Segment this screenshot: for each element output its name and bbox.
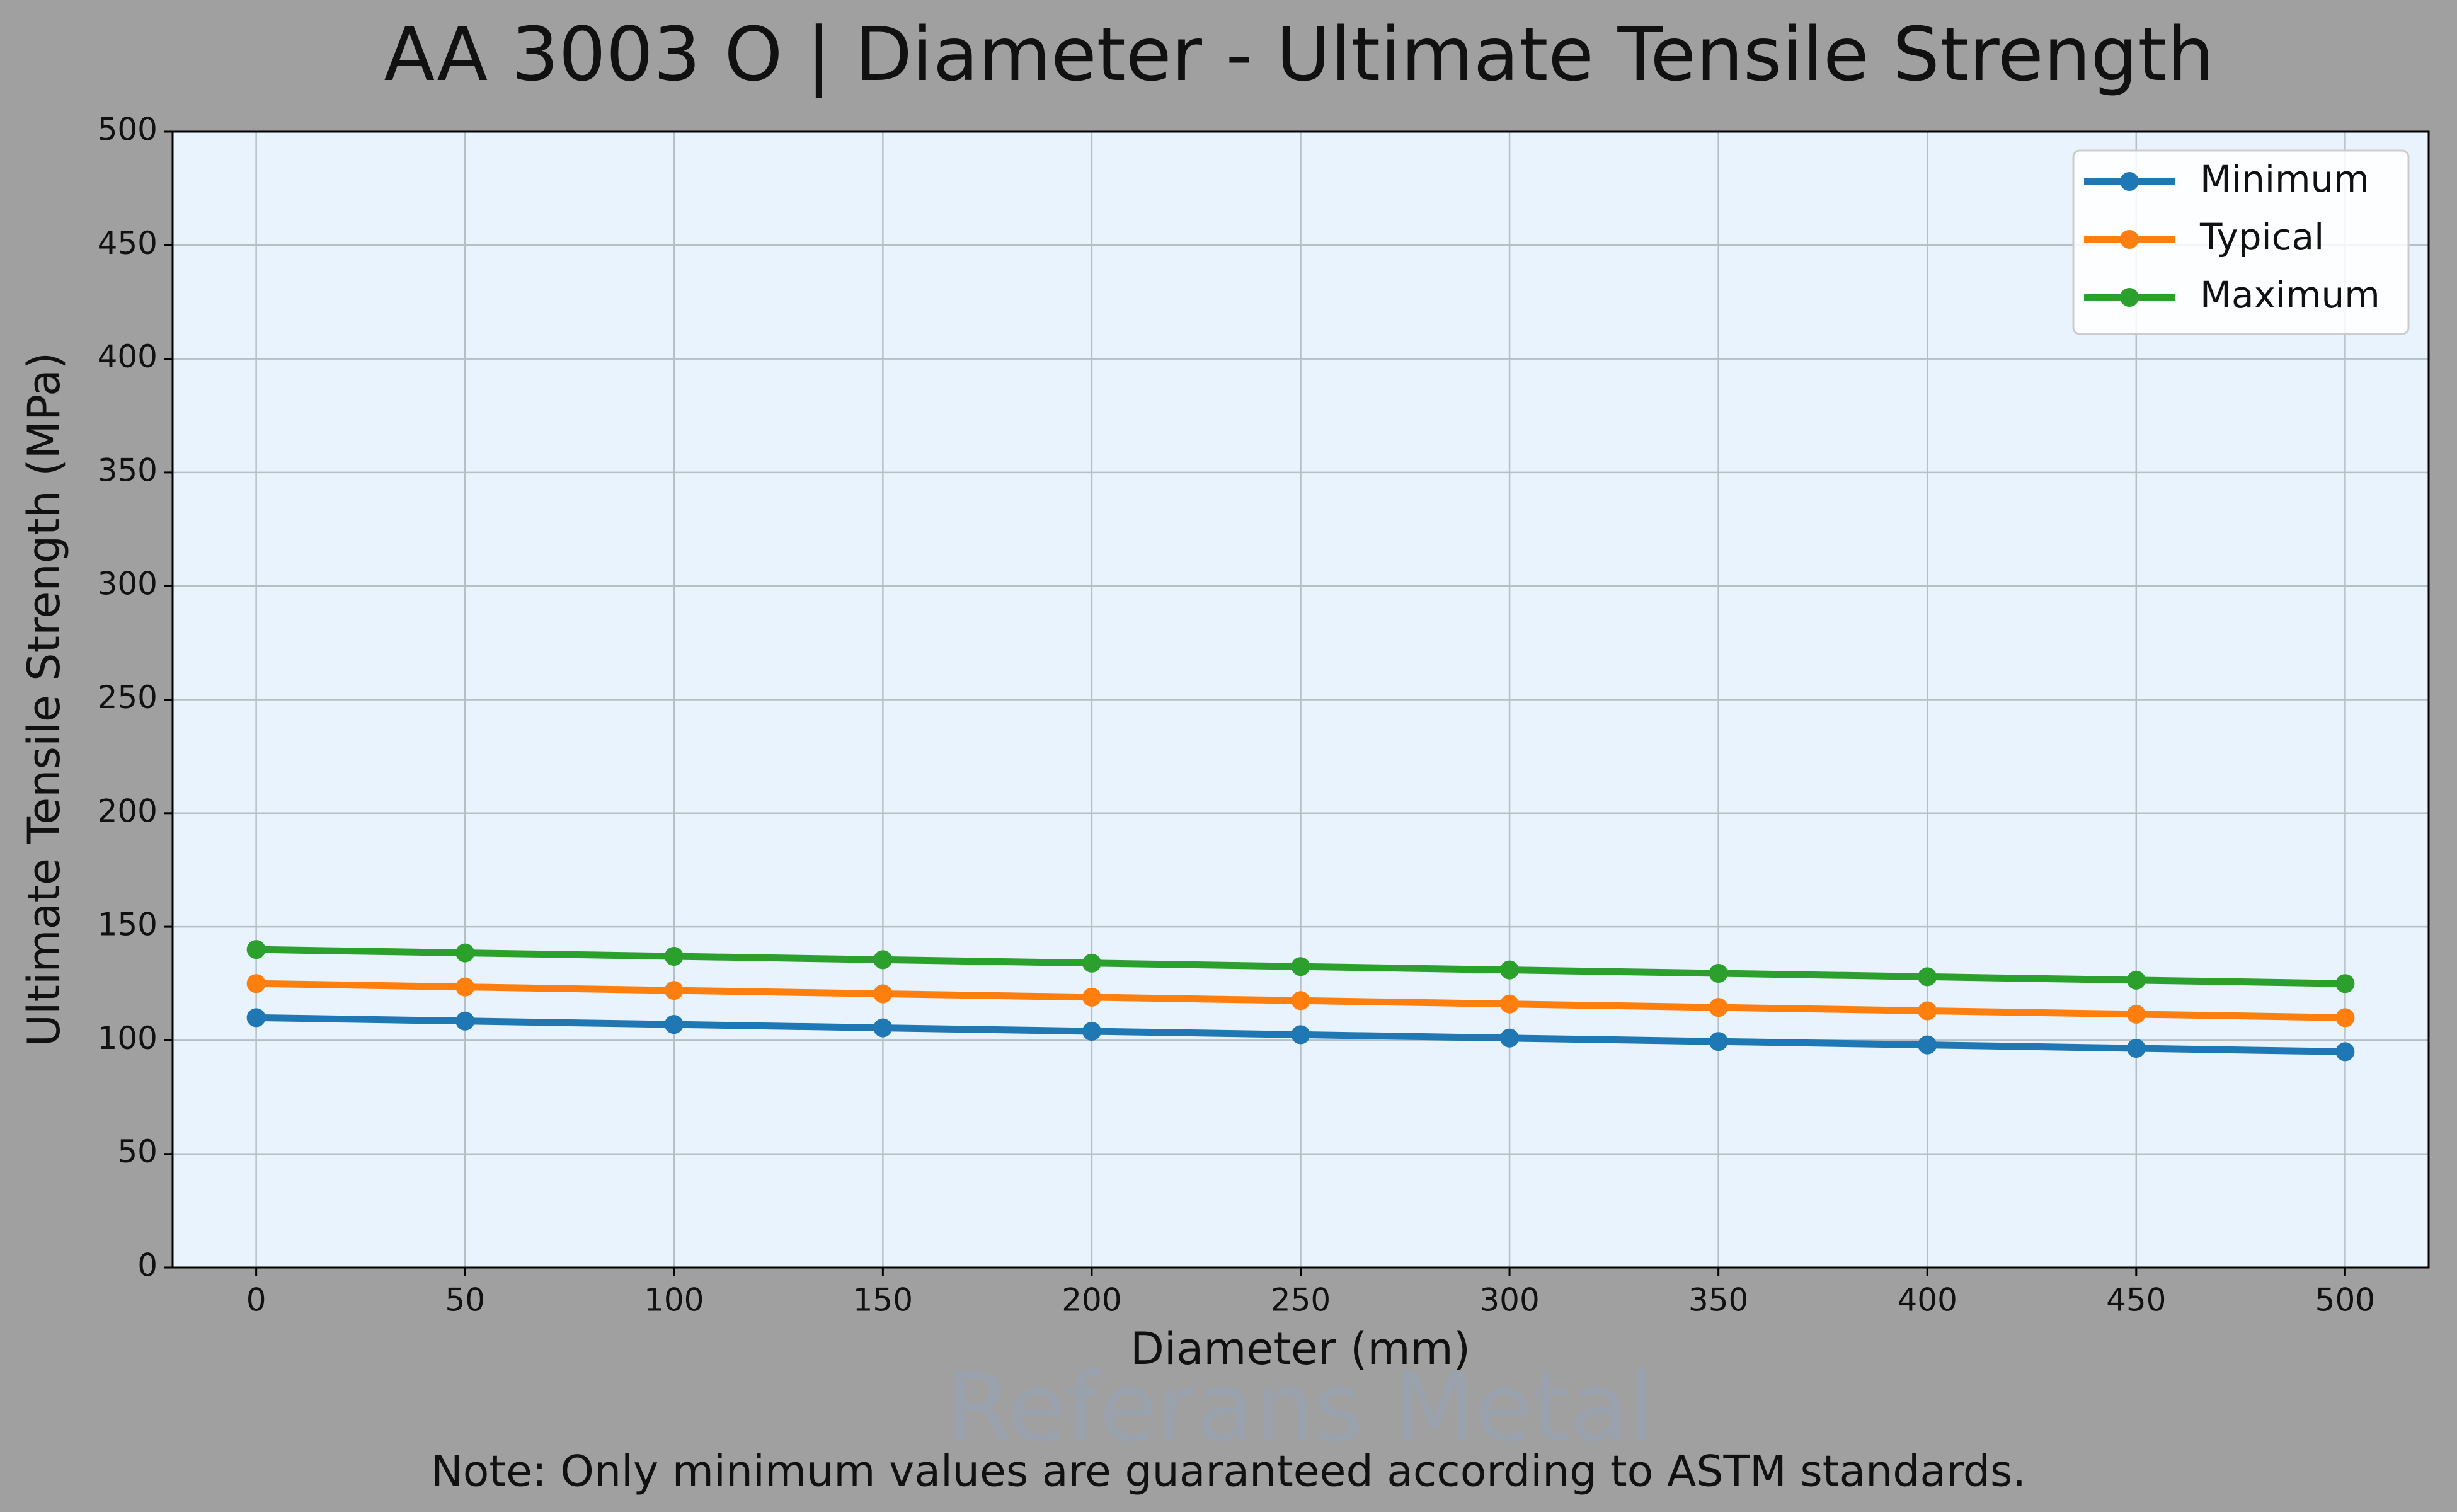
data-point (2126, 1039, 2146, 1058)
data-point (873, 984, 893, 1004)
x-tick-label: 150 (853, 1282, 913, 1319)
data-point (246, 1008, 266, 1028)
x-tick-label: 450 (2106, 1282, 2166, 1319)
ticks: 0 50 100 150 200 250 300 350 400 450 500 0 50 100 150 2… (98, 112, 2376, 1319)
y-tick-label: 200 (98, 793, 158, 829)
y-tick-label: 50 (117, 1133, 158, 1170)
data-point (1500, 960, 1520, 980)
x-tick-label: 50 (445, 1282, 485, 1319)
y-tick-label: 400 (98, 338, 158, 375)
data-point (455, 977, 475, 997)
data-point (2335, 1042, 2355, 1062)
data-point (1709, 1032, 1728, 1051)
y-axis-label: Ultimate Tensile Strength (MPa) (18, 352, 70, 1046)
data-point (1291, 1025, 1310, 1045)
data-point (1918, 1035, 1937, 1055)
x-tick-label: 100 (644, 1282, 704, 1319)
legend-label: Typical (2199, 215, 2324, 258)
data-point (2335, 1008, 2355, 1028)
y-tick-label: 450 (98, 225, 158, 261)
legend: Minimum Typical Maximum (2084, 158, 2380, 316)
y-tick-label: 500 (98, 112, 158, 148)
x-tick-label: 500 (2315, 1282, 2375, 1319)
data-point (246, 940, 266, 959)
data-point (1709, 964, 1728, 983)
x-tick-label: 200 (1062, 1282, 1121, 1319)
x-axis-label: Diameter (mm) (1130, 1323, 1470, 1375)
data-point (1709, 998, 1728, 1017)
x-tick-label: 350 (1688, 1282, 1748, 1319)
chart-title: AA 3003 O | Diameter - Ultimate Tensile … (384, 11, 2214, 98)
data-point (1918, 1001, 1937, 1021)
data-point (2126, 970, 2146, 990)
data-point (1291, 957, 1310, 976)
data-point (455, 943, 475, 963)
legend-box (2072, 149, 2410, 335)
note: Note: Only minimum values are guaranteed… (431, 1447, 2026, 1497)
data-point (1082, 953, 1101, 973)
x-tick-label: 300 (1479, 1282, 1539, 1319)
data-point (664, 981, 684, 1000)
data-point (664, 1015, 684, 1034)
y-tick-label: 0 (137, 1247, 158, 1284)
data-point (1500, 994, 1520, 1014)
data-point (1082, 1021, 1101, 1041)
legend-swatch-marker (2120, 288, 2139, 307)
y-tick-label: 250 (98, 679, 158, 716)
data-point (1500, 1028, 1520, 1048)
data-point (455, 1011, 475, 1031)
x-tick-label: 0 (246, 1282, 266, 1319)
legend-swatch-marker (2120, 230, 2139, 249)
legend-label: Minimum (2200, 158, 2369, 200)
x-tick-label: 250 (1271, 1282, 1331, 1319)
y-tick-label: 350 (98, 452, 158, 488)
data-point (873, 950, 893, 970)
watermark: Referans Metal (946, 1353, 1654, 1463)
legend-label: Maximum (2200, 273, 2380, 316)
data-point (1291, 991, 1310, 1011)
data-point (1082, 987, 1101, 1007)
data-point (2335, 974, 2355, 994)
data-point (873, 1018, 893, 1038)
data-point (2126, 1004, 2146, 1024)
data-point (246, 974, 266, 994)
y-tick-label: 150 (98, 907, 158, 943)
marks (246, 940, 2355, 1062)
data-point (664, 946, 684, 966)
legend-swatch-marker (2120, 172, 2139, 191)
data-point (1918, 967, 1937, 987)
y-tick-label: 100 (98, 1020, 158, 1057)
y-tick-label: 300 (98, 566, 158, 602)
x-tick-label: 400 (1898, 1282, 1957, 1319)
